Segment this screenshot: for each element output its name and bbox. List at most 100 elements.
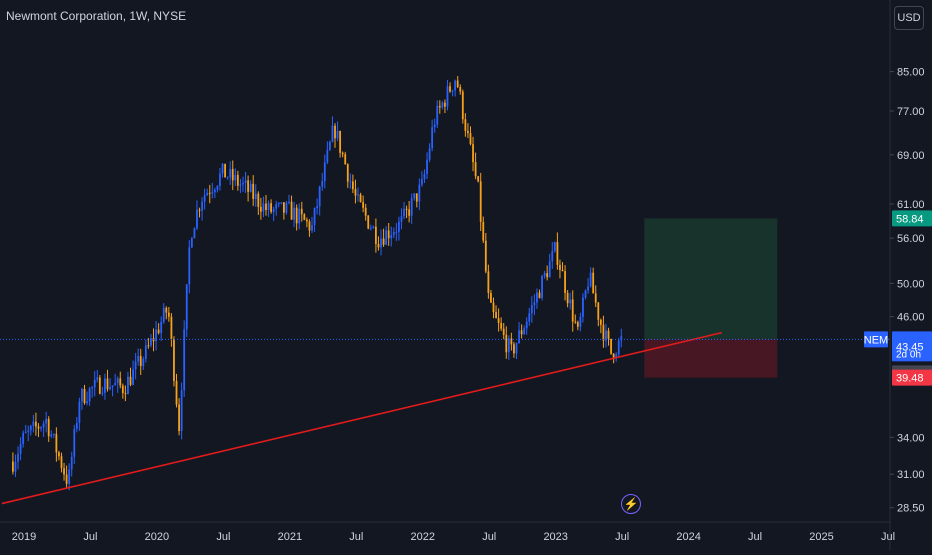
candle-body	[193, 228, 196, 239]
candle-body	[454, 80, 457, 91]
candle-body	[157, 329, 160, 334]
candle-body	[35, 421, 37, 427]
candle-body	[121, 385, 124, 394]
candle-body	[32, 421, 35, 426]
candle-body	[298, 208, 301, 224]
trendline	[1, 331, 723, 505]
candle-body	[607, 330, 610, 339]
candle-body	[359, 194, 362, 202]
candle-body	[313, 207, 316, 226]
time-tick-label: Jul	[349, 531, 363, 543]
candle-body	[495, 312, 497, 319]
candle-body	[597, 302, 600, 320]
candle-body	[142, 359, 145, 367]
candle-body	[584, 290, 587, 298]
candle-body	[426, 159, 428, 174]
candle-body	[155, 329, 157, 342]
candle-body	[502, 328, 505, 335]
candle-body	[441, 102, 444, 108]
candle-body	[536, 292, 538, 303]
candle-body	[70, 456, 73, 470]
candle-body	[244, 180, 247, 183]
time-tick-label: 2021	[278, 531, 302, 543]
price-tick-label: 56.00	[897, 233, 925, 245]
time-tick-label: 2025	[809, 531, 833, 543]
candle-body	[226, 177, 229, 179]
candle-body	[129, 376, 132, 385]
candle-body	[65, 474, 68, 484]
candle-body	[500, 322, 503, 329]
chart-title: Newmont Corporation, 1W, NYSE	[6, 9, 187, 23]
candle-body	[293, 207, 296, 220]
candle-body	[400, 216, 403, 222]
candle-body	[599, 319, 602, 325]
time-tick-label: 2024	[676, 531, 700, 543]
candle-body	[571, 299, 574, 322]
candle-body	[436, 105, 439, 125]
candle-body	[106, 378, 109, 390]
time-tick-label: 2022	[411, 531, 435, 543]
candle-body	[40, 427, 42, 429]
candle-body	[234, 174, 237, 181]
candle-body	[134, 361, 137, 370]
lightning-icon[interactable]: ⚡	[621, 494, 641, 514]
candle-body	[280, 202, 283, 204]
last-price-label-bg	[892, 331, 932, 362]
candle-body	[208, 192, 211, 194]
candle-body	[109, 387, 111, 390]
candle-body	[101, 392, 104, 394]
time-tick-label: 2020	[145, 531, 169, 543]
candle-body	[196, 209, 198, 229]
candle-body	[267, 203, 270, 211]
candle-body	[559, 264, 561, 270]
candle-body	[231, 168, 234, 181]
candle-body	[390, 235, 393, 239]
candle-body	[257, 193, 260, 207]
candle-body	[490, 292, 492, 303]
candle-body	[203, 195, 206, 202]
candle-body	[17, 453, 19, 462]
candle-body	[523, 328, 526, 335]
candle-body	[576, 322, 579, 327]
stop-price-label: 39.48	[896, 373, 924, 385]
candle-body	[173, 339, 175, 382]
candle-body	[29, 425, 32, 431]
candle-body	[566, 292, 569, 304]
currency-button[interactable]: USD	[894, 6, 924, 30]
candle-body	[58, 452, 60, 457]
candle-body	[124, 393, 127, 395]
candle-body	[111, 385, 114, 388]
candle-body	[421, 179, 423, 185]
candle-body	[477, 176, 480, 182]
candle-body	[617, 340, 620, 355]
candle-body	[357, 194, 359, 196]
candle-body	[12, 461, 14, 472]
time-tick-label: Jul	[881, 531, 895, 543]
candle-body	[144, 345, 147, 360]
candle-body	[127, 376, 129, 395]
candle-body	[444, 102, 446, 107]
candle-body	[183, 329, 186, 391]
candle-body	[364, 207, 367, 216]
candle-body	[83, 388, 86, 404]
candle-body	[175, 381, 178, 405]
candle-body	[167, 312, 170, 317]
candle-body	[160, 321, 163, 334]
candle-body	[344, 154, 347, 165]
stop-zone	[644, 339, 778, 378]
symbol-tag: NEM	[864, 334, 888, 346]
candle-body	[78, 401, 81, 423]
time-tick-label: Jul	[748, 531, 762, 543]
candle-body	[612, 353, 615, 359]
candle-body	[464, 119, 467, 131]
candle-body	[42, 423, 45, 428]
candle-body	[569, 299, 572, 304]
candle-body	[528, 313, 531, 322]
target-price-label: 58.84	[896, 213, 924, 225]
candle-body	[336, 130, 339, 139]
candle-body	[300, 208, 303, 215]
candle-body	[185, 284, 188, 330]
time-tick-label: Jul	[216, 531, 230, 543]
